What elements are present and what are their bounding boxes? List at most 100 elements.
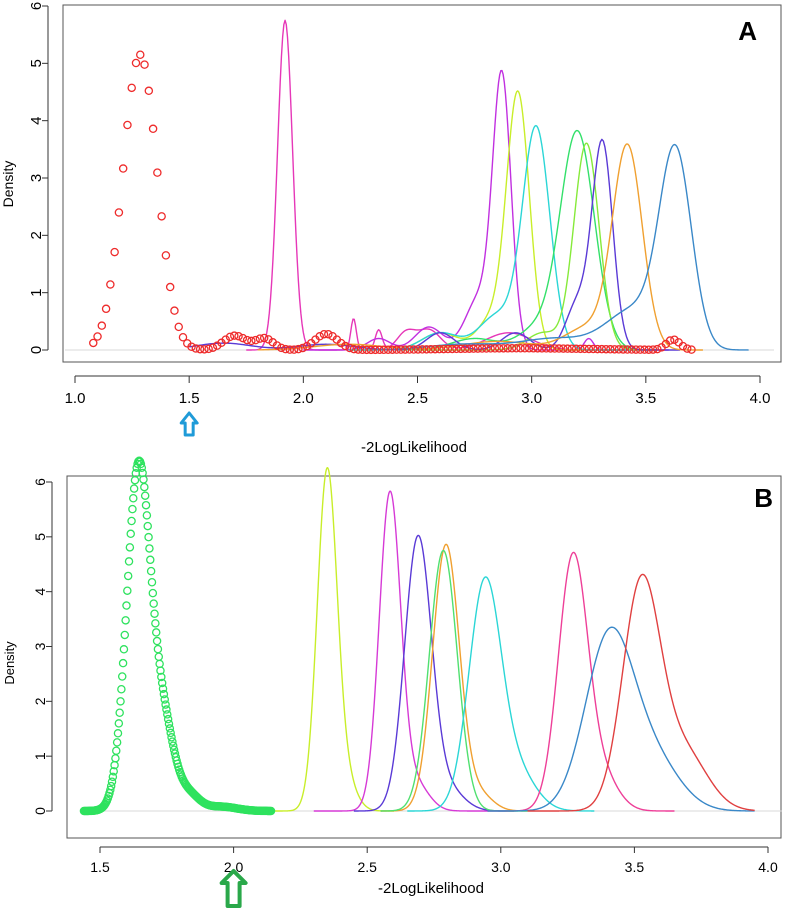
highlight-point: [443, 344, 453, 354]
highlight-point: [435, 344, 444, 354]
highlight-point: [122, 601, 131, 610]
highlight-point: [124, 557, 134, 566]
highlight-point: [136, 459, 146, 469]
highlight-point: [174, 322, 183, 332]
highlight-point: [141, 500, 151, 510]
highlight-point: [541, 344, 551, 353]
highlight-point: [168, 737, 177, 746]
highlight-point: [409, 345, 418, 354]
highlight-point: [150, 609, 159, 618]
highlight-point: [529, 344, 538, 353]
highlight-point: [238, 333, 248, 343]
highlight-point: [452, 344, 461, 354]
highlight-point: [379, 345, 389, 355]
highlight-point: [161, 251, 171, 260]
series-line-red: [527, 573, 755, 812]
highlight-point: [486, 344, 495, 353]
highlight-point: [456, 344, 465, 354]
y-tick-label: 4: [32, 588, 48, 596]
highlight-point: [610, 345, 619, 354]
highlight-point: [146, 555, 155, 565]
highlight-point: [319, 329, 329, 339]
highlight-point: [115, 708, 124, 718]
highlight-point: [405, 345, 414, 354]
highlight-point: [97, 321, 107, 330]
highlight-point: [116, 697, 125, 706]
highlight-point: [242, 335, 252, 345]
highlight-point: [371, 345, 380, 355]
highlight-point: [648, 345, 658, 354]
highlight-point: [482, 344, 491, 353]
highlight-point: [123, 571, 133, 581]
highlight-point: [152, 636, 162, 646]
y-tick-label: 0: [28, 346, 45, 354]
highlight-point: [418, 345, 427, 354]
highlight-point: [123, 586, 132, 595]
highlight-point: [567, 344, 577, 353]
highlight-point: [161, 700, 170, 709]
highlight-point: [682, 344, 692, 353]
highlight-point: [430, 344, 440, 354]
highlight-point: [107, 777, 117, 787]
highlight-point: [204, 344, 213, 354]
highlight-point: [507, 344, 517, 353]
highlight-point: [151, 619, 160, 628]
panel-a-arrow: [179, 411, 199, 437]
series-line-orange: [380, 543, 528, 812]
highlight-point: [147, 578, 157, 587]
highlight-point: [281, 344, 290, 354]
highlight-point: [140, 491, 150, 500]
panel-a-highlight-series: [89, 50, 696, 355]
highlight-point: [687, 345, 696, 354]
highlight-point: [127, 83, 136, 93]
highlight-point: [200, 345, 209, 354]
x-tick-label: 2.5: [357, 859, 377, 875]
highlight-point: [178, 332, 188, 342]
highlight-point: [128, 504, 137, 514]
highlight-point: [345, 343, 354, 353]
highlight-point: [289, 345, 299, 354]
panel-a-label: A: [738, 16, 757, 46]
highlight-point: [156, 666, 165, 675]
highlight-point: [255, 334, 265, 343]
highlight-point: [160, 695, 169, 704]
highlight-point: [129, 494, 138, 503]
highlight-point: [503, 344, 513, 353]
highlight-point: [614, 345, 624, 354]
highlight-point: [559, 344, 568, 353]
x-tick-label: 2.0: [224, 859, 244, 875]
highlight-point: [439, 344, 448, 354]
highlight-point: [644, 345, 654, 354]
highlight-point: [125, 543, 135, 552]
panel-b-x-axis: 1.5 2.0 2.5 3.0 3.5 4.0: [90, 846, 778, 875]
highlight-point: [168, 741, 178, 750]
marker-arrow-icon: [179, 411, 199, 437]
y-tick-label: 6: [32, 478, 48, 486]
highlight-point: [618, 345, 628, 354]
highlight-point: [157, 212, 166, 221]
highlight-point: [163, 710, 172, 719]
highlight-point: [114, 208, 124, 217]
highlight-point: [366, 345, 376, 355]
panel-b-arrow: [219, 869, 248, 908]
highlight-point: [159, 689, 169, 699]
highlight-point: [195, 344, 205, 354]
highlight-point: [157, 678, 167, 688]
series-line-cyan: [407, 576, 595, 812]
highlight-point: [119, 645, 129, 654]
highlight-point: [143, 521, 152, 531]
highlight-point: [392, 345, 401, 354]
y-tick-label: 0: [32, 807, 48, 815]
highlight-point: [148, 124, 158, 134]
panel-b-y-axis-label: Density: [2, 641, 17, 685]
highlight-point: [627, 345, 636, 354]
highlight-point: [142, 511, 152, 520]
highlight-point: [208, 343, 218, 352]
highlight-point: [349, 344, 359, 354]
highlight-point: [520, 344, 530, 353]
highlight-point: [110, 247, 119, 257]
highlight-point: [400, 345, 410, 354]
highlight-point: [623, 345, 632, 354]
